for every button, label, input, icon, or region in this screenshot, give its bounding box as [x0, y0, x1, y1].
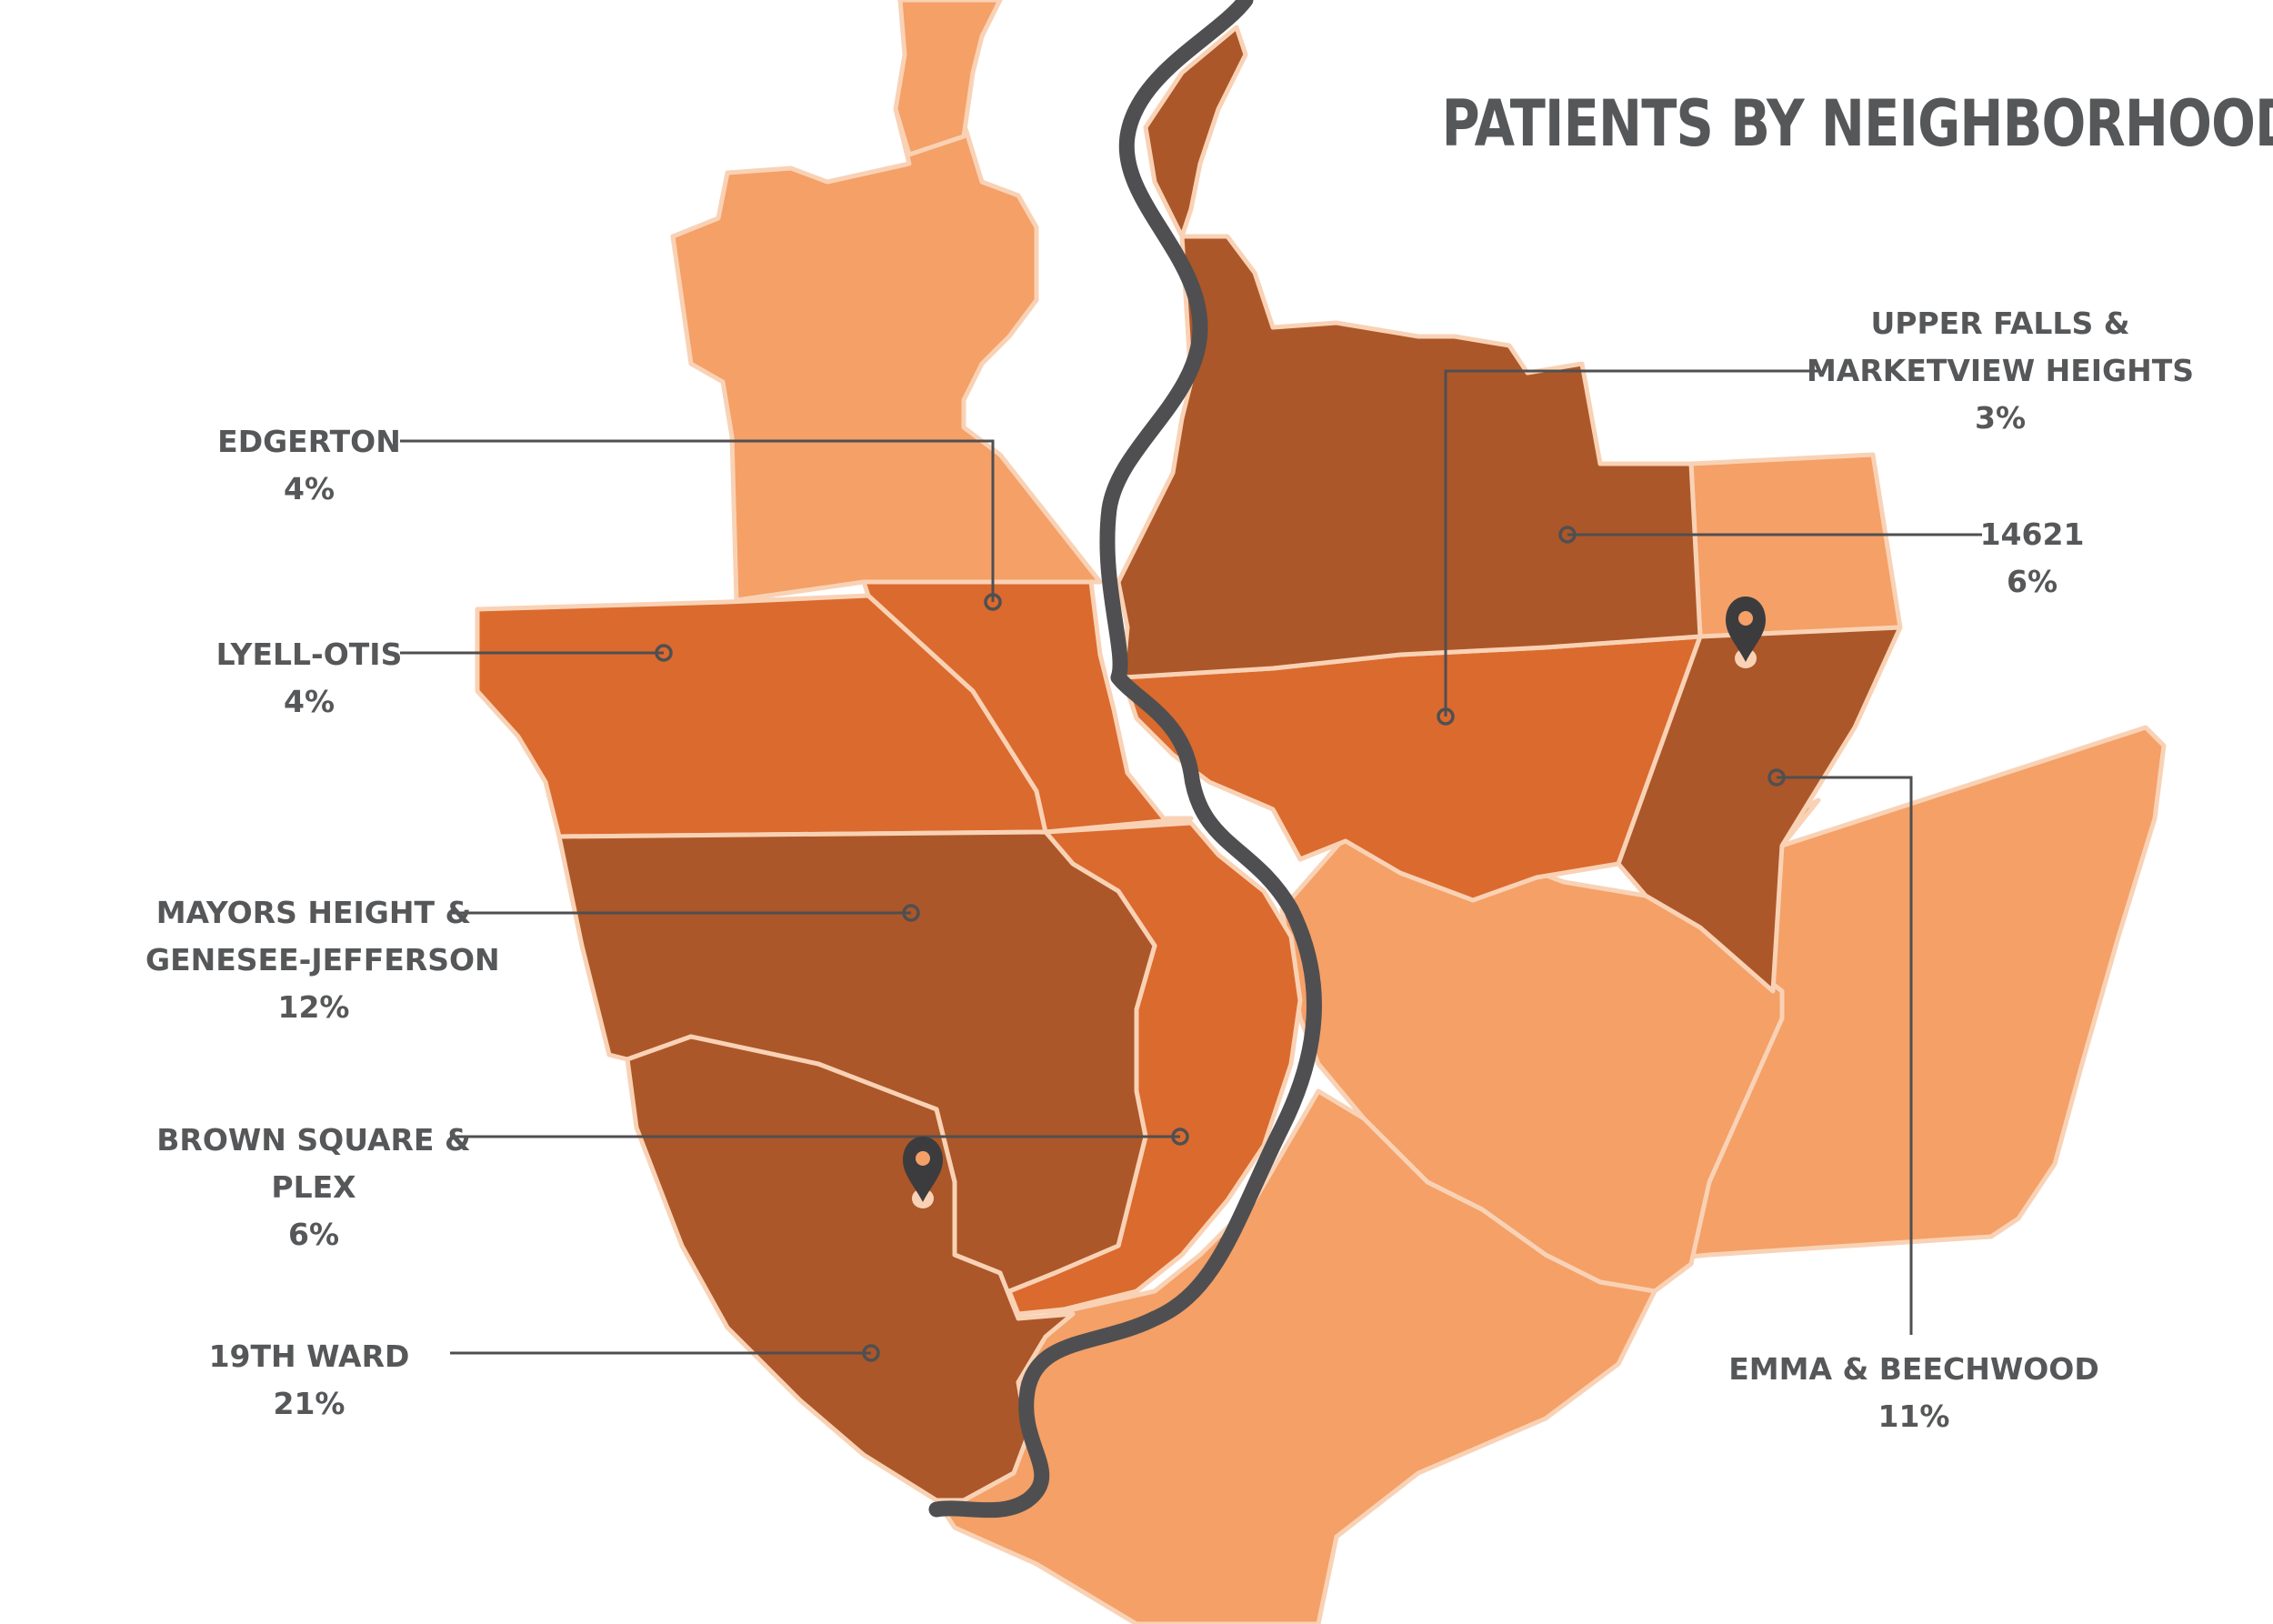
leader-upper-falls — [1444, 369, 1818, 717]
marker-upper-falls — [1437, 707, 1455, 726]
marker-mayors-height — [902, 904, 920, 922]
neighborhood-share: 3% — [1974, 400, 2027, 436]
label-14621: 14621 6% — [1946, 511, 2118, 606]
marker-emma-beechwood — [1767, 768, 1786, 787]
marker-brown-square — [1171, 1128, 1189, 1146]
leader-emma-beechwood — [1777, 776, 1913, 1335]
marker-lyell-otis — [655, 644, 673, 662]
leader-edgerton — [400, 439, 995, 602]
neighborhood-name: LYELL-OTIS — [215, 637, 403, 672]
region-14621-north — [1116, 234, 1703, 680]
neighborhood-name-line2: GENESEE-JEFFERSON — [145, 942, 500, 977]
label-mayors-height: MAYORS HEIGHT & GENESEE-JEFFERSON 12% — [145, 889, 500, 1031]
page-title: PATIENTS BY NEIGHBORHOOD — [1441, 86, 2273, 161]
neighborhood-share: 4% — [283, 684, 335, 719]
marker-14621 — [1558, 526, 1577, 544]
marker-edgerton — [984, 593, 1002, 611]
genesee-river — [928, 0, 1322, 1519]
label-brown-square: BROWN SQUARE & PLEX 6% — [145, 1117, 482, 1258]
neighborhood-share: 11% — [1877, 1398, 1950, 1434]
neighborhood-share: 12% — [277, 989, 350, 1025]
neighborhood-name: MAYORS HEIGHT & — [155, 895, 472, 930]
region-emma-beechwood — [1616, 625, 1903, 994]
region-far-north — [893, 0, 1003, 157]
neighborhood-name-line2: MARKETVIEW HEIGHTS — [1806, 353, 2195, 388]
map-pin-icon — [1726, 596, 1766, 668]
neighborhood-share: 21% — [273, 1386, 345, 1421]
neighborhood-name: EDGERTON — [217, 424, 401, 459]
neighborhood-name: EMMA & BEECHWOOD — [1728, 1351, 2099, 1387]
neighborhood-name: BROWN SQUARE & — [156, 1122, 471, 1158]
label-upper-falls: UPPER FALLS & MARKETVIEW HEIGHTS 3% — [1800, 300, 2200, 442]
neighborhood-name: UPPER FALLS & — [1870, 306, 2130, 341]
label-edgerton: EDGERTON 4% — [173, 418, 446, 513]
marker-19th-ward — [862, 1344, 880, 1362]
neighborhood-share: 6% — [287, 1217, 340, 1252]
label-emma-beechwood: EMMA & BEECHWOOD 11% — [1718, 1346, 2109, 1440]
label-lyell-otis: LYELL-OTIS 4% — [173, 631, 446, 726]
region-north-tip — [1143, 25, 1248, 239]
neighborhood-share: 6% — [2006, 564, 2058, 599]
neighborhood-name: 19TH WARD — [208, 1338, 410, 1374]
region-edgerton — [861, 579, 1194, 835]
label-19th-ward: 19TH WARD 21% — [173, 1333, 446, 1428]
neighborhood-name: 14621 — [1979, 516, 2085, 552]
neighborhood-name-line2: PLEX — [271, 1169, 356, 1205]
neighborhood-share: 4% — [283, 471, 335, 506]
map-pin-icon — [903, 1137, 943, 1208]
